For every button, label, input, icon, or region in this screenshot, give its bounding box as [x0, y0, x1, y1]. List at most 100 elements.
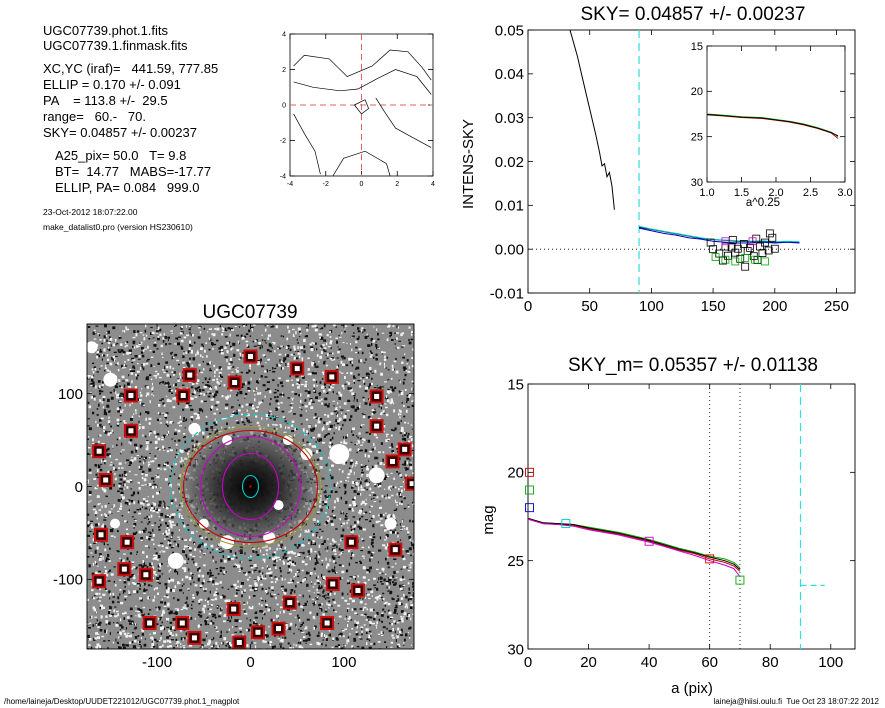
intensity-ytick-label: 0.02	[495, 154, 524, 171]
magnitude-panel: SKY_m= 0.05357 +/- 0.01138 mag a (pix) 0…	[480, 355, 856, 697]
magnitude-series	[527, 518, 741, 577]
inset-series	[706, 114, 839, 137]
inset-xtick-label: 2.0	[768, 187, 783, 199]
mask-box-star	[287, 600, 293, 606]
mask-box-star	[231, 606, 237, 612]
image-ytick-label: 0	[75, 479, 83, 496]
mask-box-star	[191, 635, 197, 641]
mask-box-star	[232, 380, 238, 385]
masked-star	[103, 372, 118, 387]
sky-sample-point	[721, 242, 730, 251]
magnitude-marker	[735, 575, 745, 585]
mask-box-star	[180, 393, 186, 398]
sky-sample-point	[748, 237, 757, 246]
contour-ytick-label: -2	[280, 138, 286, 145]
intensity-title: SKY= 0.04857 +/- 0.00237	[580, 4, 805, 25]
isophote-ellipse	[199, 435, 302, 538]
intensity-ytick-label: 0.01	[495, 198, 524, 215]
sky-sample-point	[736, 254, 745, 263]
mask-box-star	[147, 620, 153, 626]
contour-ytick-label: -4	[280, 173, 286, 180]
sky-sample-point	[756, 242, 764, 251]
intensity-series	[638, 227, 800, 244]
magnitude-ytick-label: 15	[507, 376, 524, 393]
magnitude-marker	[525, 485, 534, 495]
fits-file-label: UGC07739.phot.1.fits	[43, 23, 169, 38]
intensity-ylabel: INTENS-SKY	[460, 119, 477, 209]
program-label: make_datalist0.pro (version HS230610)	[43, 222, 193, 232]
isophote-ellipse	[241, 474, 260, 499]
sky-sample-point	[711, 253, 720, 261]
contour-xtick-label: 2	[395, 181, 399, 188]
magnitude-series	[527, 517, 741, 570]
magnitude-ytick-label: 25	[507, 553, 524, 570]
inset-ytick-label: 25	[691, 132, 703, 144]
sky-sample-point	[746, 243, 755, 252]
mask-box-star	[348, 539, 354, 545]
mask-box-star	[96, 448, 102, 454]
sky-sample-point	[764, 246, 773, 255]
masked-star	[198, 518, 209, 529]
sky-sample-point	[753, 256, 762, 265]
mask-box-star	[355, 588, 361, 593]
sky-sample-point	[741, 262, 750, 271]
mask-box-star	[329, 374, 335, 380]
mask-box-star	[143, 572, 149, 578]
image-xtick-label: -100	[142, 654, 172, 671]
intensity-xtick-label: 200	[762, 298, 787, 315]
mask-box-star	[98, 532, 104, 538]
sky-sample-point	[721, 255, 730, 264]
magnitude-ytick-label: 30	[507, 641, 524, 658]
intensity-xtick-label: 50	[581, 298, 598, 315]
mask-box-star	[255, 629, 261, 635]
mask-box-star	[409, 481, 414, 487]
sky-sample-point	[758, 249, 767, 258]
image-panel: UGC07739 -100 0 100 -100 0 100	[53, 302, 415, 671]
isophote-ellipse	[179, 425, 322, 548]
sky-sample-point	[731, 248, 740, 257]
intensity-ytick-label: 0.03	[495, 110, 524, 127]
intensity-xtick-label: 150	[701, 298, 726, 315]
mask-box-star	[103, 477, 109, 483]
masked-star	[188, 422, 201, 435]
sky-sample-point	[724, 251, 732, 260]
intensity-series	[569, 29, 615, 210]
masked-star	[167, 552, 184, 569]
magnitude-xtick-label: 100	[818, 654, 843, 671]
inset-xtick-label: 1.5	[734, 187, 749, 199]
image-xtick-label: 0	[246, 654, 254, 671]
isophote-ellipse	[169, 413, 332, 560]
sky-sample-point	[761, 257, 769, 266]
magnitude-marker	[561, 519, 571, 529]
footer-path: /home/laineja/Desktop/UUDET221012/UGC077…	[4, 697, 240, 706]
sky-sample-point	[751, 255, 759, 264]
magnitude-series	[527, 518, 741, 572]
intensity-xtick-label: 0	[524, 298, 532, 315]
sky-label: SKY= 0.04857 +/- 0.00237	[43, 125, 197, 140]
mask-box-star	[330, 581, 336, 587]
intensity-ytick-label: 0.05	[495, 22, 524, 39]
image-ytick-label: -100	[53, 572, 83, 589]
contour-ytick-label: 2	[282, 67, 286, 74]
mask-box-star	[96, 578, 102, 584]
magnitude-marker	[525, 503, 534, 513]
sky-sample-point	[765, 229, 774, 238]
contour-line	[332, 150, 391, 177]
inset-ytick-label: 20	[691, 86, 703, 98]
date-label: 23-Oct-2012 18:07:22.00	[43, 207, 138, 217]
contour-panel: -4 -2 0 2 4 -4 -2 0 2 4	[280, 31, 435, 188]
mask-box-star	[294, 366, 300, 372]
inset-frame	[706, 45, 846, 183]
range-label: range= 60.- 70.	[43, 109, 146, 124]
mask-box-star	[374, 423, 380, 429]
ellip-pa-label: ELLIP, PA= 0.084 999.0	[55, 180, 200, 195]
a25-label: A25_pix= 50.0 T= 9.8	[55, 148, 187, 163]
sky-sample-point	[728, 236, 737, 244]
contour-line	[354, 99, 370, 115]
sky-sample-point	[706, 238, 715, 247]
magnitude-xtick-label: 0	[524, 654, 532, 671]
magnitude-ytick-label: 20	[507, 465, 524, 482]
image-ytick-label: 100	[58, 386, 83, 403]
intensity-panel: SKY= 0.04857 +/- 0.00237 INTENS-SKY 0 50 1…	[460, 4, 856, 315]
mask-box-star	[128, 393, 134, 398]
